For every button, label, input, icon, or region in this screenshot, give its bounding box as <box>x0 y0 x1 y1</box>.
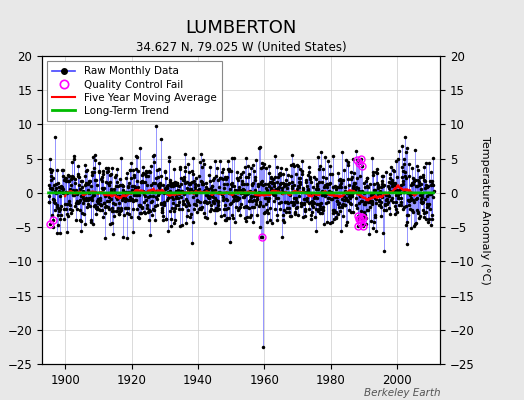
Text: Berkeley Earth: Berkeley Earth <box>364 388 440 398</box>
Text: LUMBERTON: LUMBERTON <box>185 19 297 37</box>
Text: 34.627 N, 79.025 W (United States): 34.627 N, 79.025 W (United States) <box>136 42 346 54</box>
Y-axis label: Temperature Anomaly (°C): Temperature Anomaly (°C) <box>480 136 490 284</box>
Legend: Raw Monthly Data, Quality Control Fail, Five Year Moving Average, Long-Term Tren: Raw Monthly Data, Quality Control Fail, … <box>47 61 222 121</box>
